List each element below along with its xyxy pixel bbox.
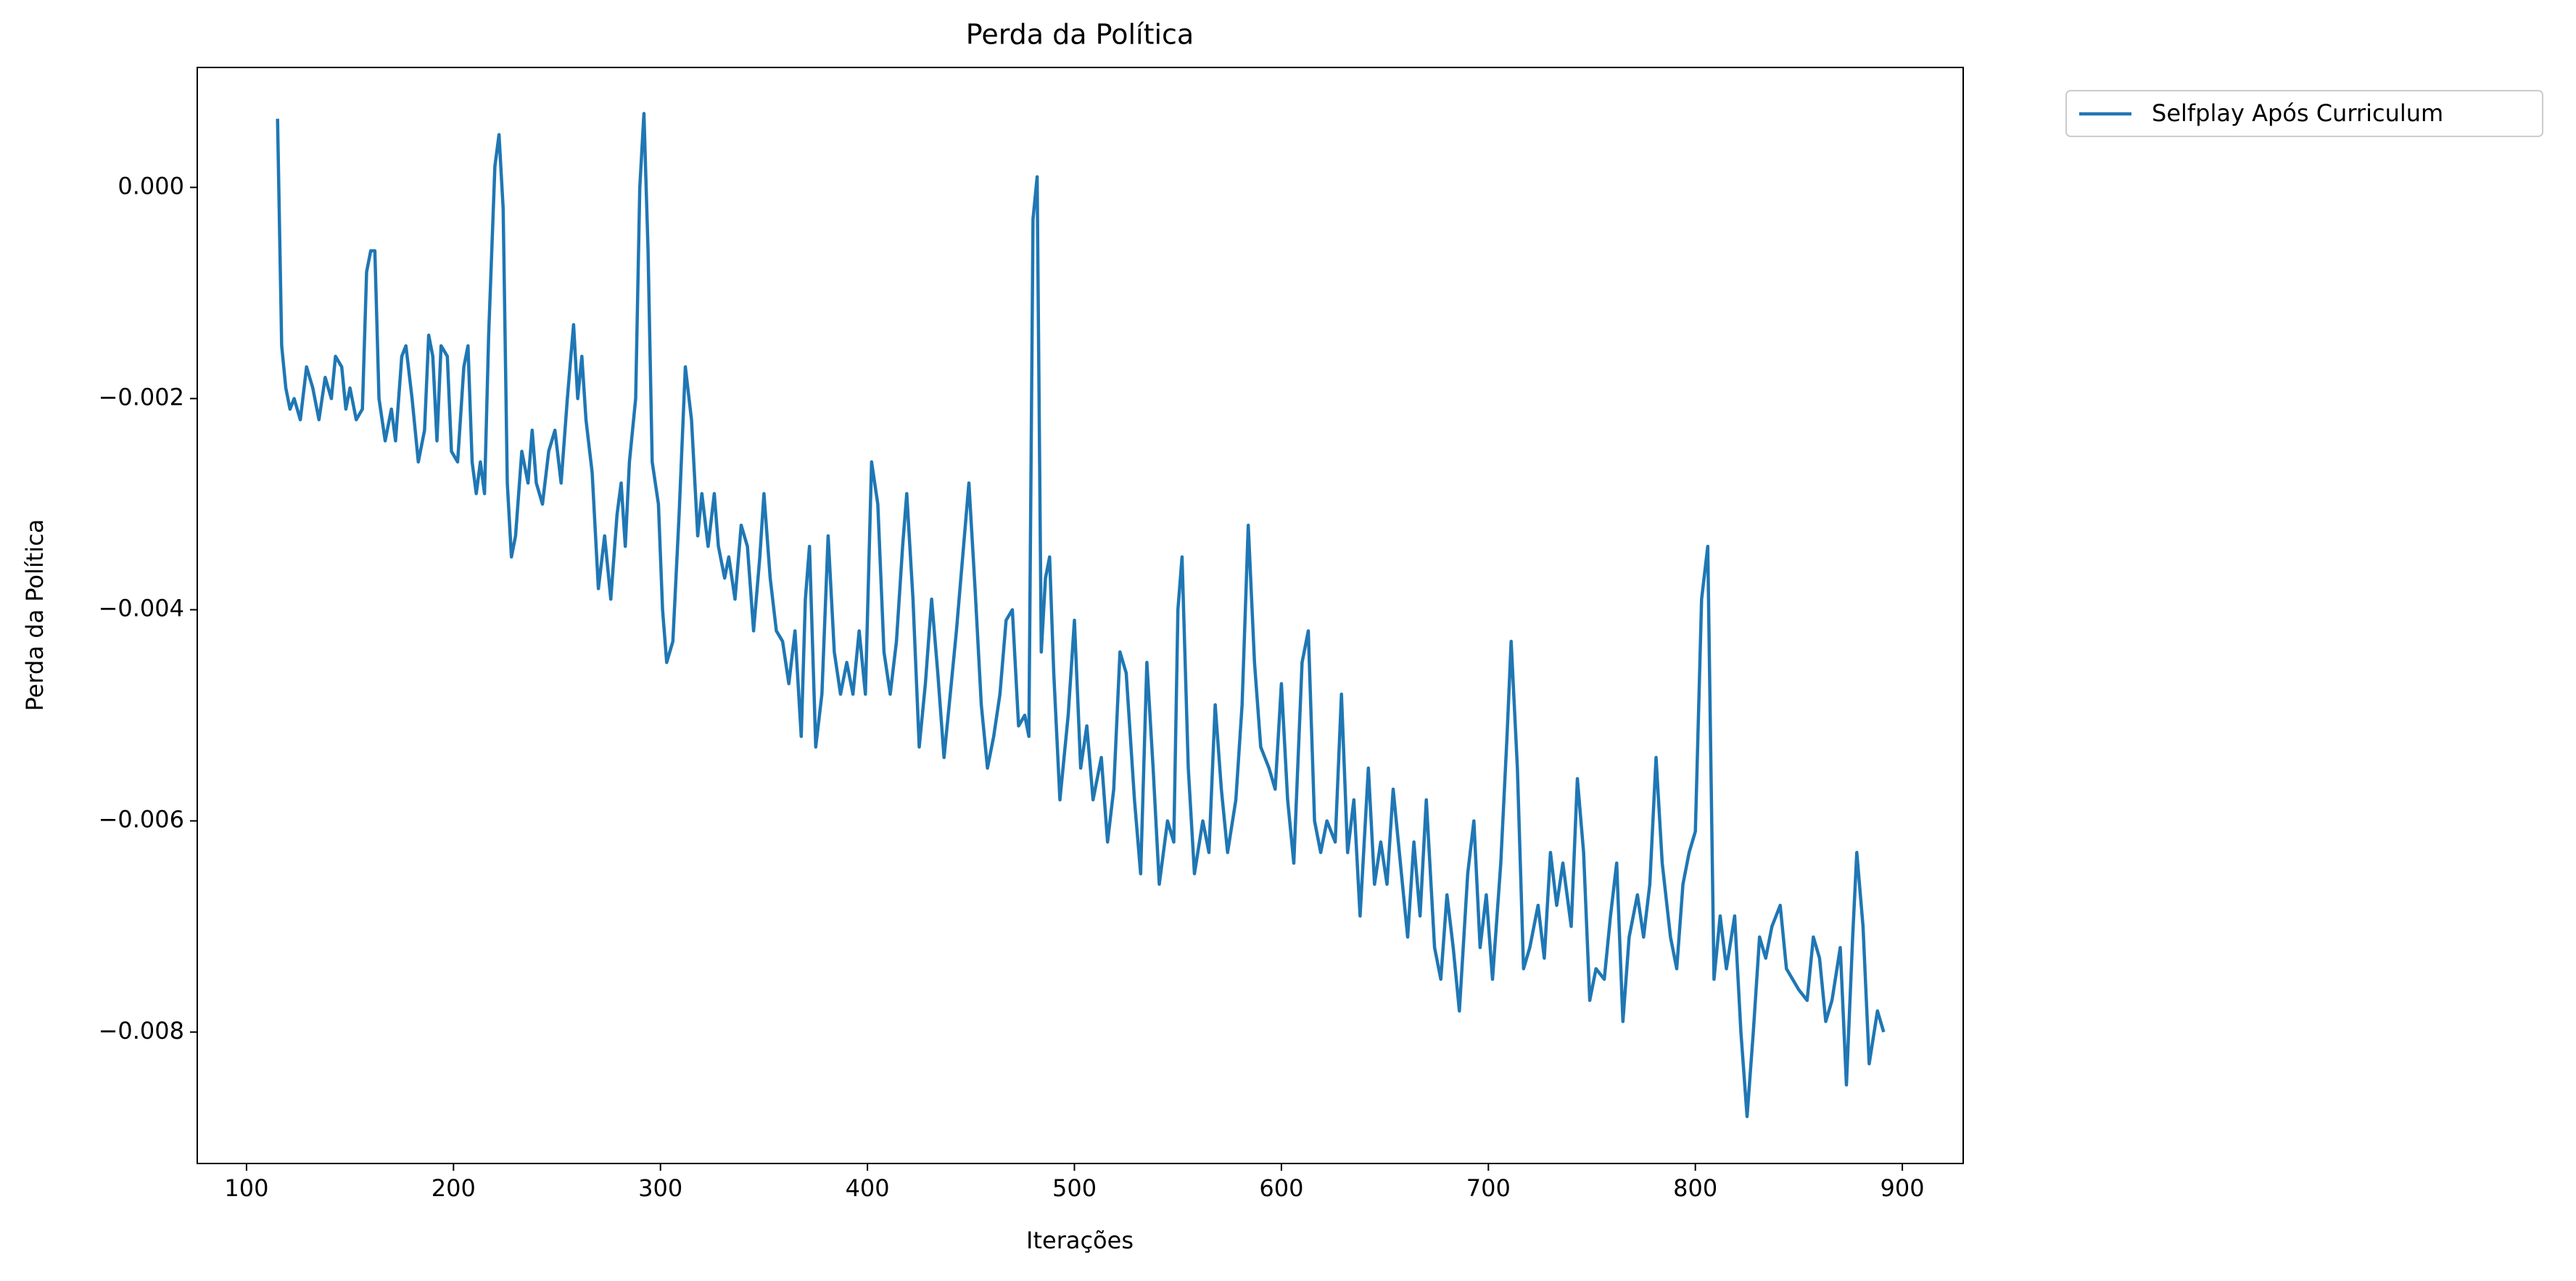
x-tick-label: 100 — [224, 1174, 268, 1202]
y-tick-label: −0.004 — [99, 595, 184, 622]
y-tick-label: 0.000 — [117, 172, 184, 199]
x-tick-label: 200 — [432, 1174, 476, 1202]
chart-title: Perda da Política — [966, 19, 1194, 51]
x-tick-label: 400 — [846, 1174, 890, 1202]
x-tick-label: 300 — [638, 1174, 682, 1202]
x-tick-label: 500 — [1052, 1174, 1097, 1202]
y-tick-label: −0.006 — [99, 806, 184, 833]
x-tick-label: 600 — [1259, 1174, 1303, 1202]
x-tick-label: 700 — [1466, 1174, 1511, 1202]
x-axis-label: Iterações — [1026, 1227, 1134, 1254]
y-axis-label: Perda da Política — [21, 519, 49, 712]
y-tick-label: −0.008 — [99, 1017, 184, 1045]
line-series — [276, 112, 1886, 1119]
x-tick-label: 800 — [1673, 1174, 1717, 1202]
plot-frame — [197, 67, 1964, 1164]
legend-box — [2065, 90, 2543, 137]
y-tick-label: −0.002 — [99, 383, 184, 411]
x-tick-label: 900 — [1881, 1174, 1925, 1202]
legend-label: Selfplay Após Curriculum — [2152, 99, 2443, 127]
